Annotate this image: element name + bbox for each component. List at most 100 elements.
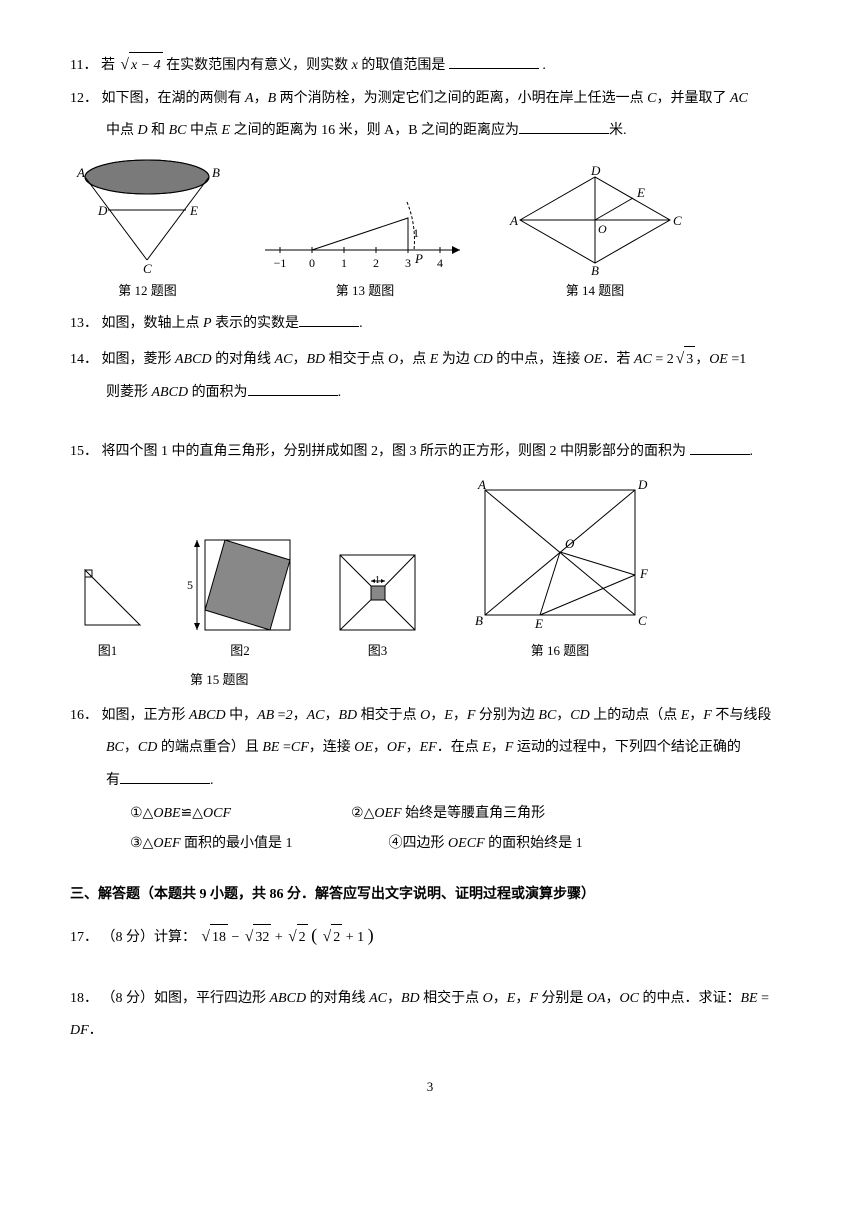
svg-text:D: D xyxy=(637,477,648,492)
q17: 17． （8 分）计算： 18 − 32 + 2 ( 2 + 1 ) xyxy=(70,918,790,953)
svg-text:5: 5 xyxy=(187,578,193,592)
q14-blank xyxy=(248,382,338,396)
q17-lp: ( xyxy=(311,925,317,945)
q18-t2: ， xyxy=(387,991,401,1006)
q11: 11． 若 x − 4 在实数范围内有意义，则实数 x 的取值范围是 . xyxy=(70,50,790,80)
q18-F: F xyxy=(529,991,538,1006)
q18-AC: AC xyxy=(369,991,387,1006)
q18: 18． （8 分）如图，平行四边形 ABCD 的对角线 AC，BD 相交于点 O… xyxy=(70,986,790,1013)
q16-two: 2 xyxy=(286,708,293,723)
q14-BD: BD xyxy=(306,352,325,367)
fig15-2-svg: 5 xyxy=(185,535,295,635)
q12-E: E xyxy=(222,123,231,138)
fig13: −1 0 1 2 3 4 1 P 第 13 题图 xyxy=(255,185,475,304)
q12-c1: ， xyxy=(254,91,268,106)
fig12-svg: A B D E C xyxy=(70,155,225,275)
fig15-3: 1 图3 xyxy=(335,550,420,664)
q16-l2t1: ， xyxy=(124,740,138,755)
fig15-3-svg: 1 xyxy=(335,550,420,635)
q15-num: 15． xyxy=(70,444,98,459)
q14-t4: ，点 xyxy=(398,352,430,367)
svg-text:F: F xyxy=(639,566,649,581)
svg-text:C: C xyxy=(673,213,682,228)
fig15-1: 图1 xyxy=(70,560,145,664)
svg-text:1: 1 xyxy=(341,256,347,270)
q11-t2: 在实数范围内有意义，则实数 xyxy=(166,58,352,73)
o3b: OEF xyxy=(153,836,180,851)
q17-plus1: + 1 xyxy=(346,930,364,945)
sqrt-32-icon: 32 xyxy=(243,922,271,952)
q16-BE: BE xyxy=(262,740,279,755)
q16-num: 16． xyxy=(70,708,98,723)
q16-E3: E xyxy=(482,740,491,755)
q16-t6: ， xyxy=(453,708,467,723)
q14-line2: 则菱形 ABCD 的面积为. xyxy=(70,380,790,407)
q14-t6: 的中点，连接 xyxy=(493,352,584,367)
q16-O: O xyxy=(420,708,430,723)
svg-text:E: E xyxy=(189,203,198,218)
q18-t9: ． xyxy=(89,1023,103,1038)
o2a: ②△ xyxy=(351,806,374,821)
svg-text:D: D xyxy=(97,203,108,218)
q18-t1: 的对角线 xyxy=(306,991,369,1006)
q14-t7: ．若 xyxy=(602,352,634,367)
fig15-3-cap: 图3 xyxy=(335,639,420,664)
q14-ACeq: AC xyxy=(634,352,652,367)
q12-l2c: 中点 xyxy=(187,123,222,138)
q13-t3: . xyxy=(359,316,363,331)
q13-t1: 如图，数轴上点 xyxy=(102,316,204,331)
fig16: A D B C O E F 第 16 题图 xyxy=(460,475,660,664)
sqrt-2b-icon: 2 xyxy=(321,922,342,952)
q18-t8: 的中点．求证： xyxy=(639,991,741,1006)
q16-t2: ， xyxy=(293,708,307,723)
q17-r18: 18 xyxy=(210,924,228,952)
o2b: OEF xyxy=(374,806,401,821)
q12-num: 12． xyxy=(70,91,98,106)
svg-text:2: 2 xyxy=(373,256,379,270)
q12-blank xyxy=(519,120,609,134)
svg-text:B: B xyxy=(212,165,220,180)
sqrt-icon-3: 3 xyxy=(674,344,695,374)
svg-text:B: B xyxy=(475,613,483,628)
q14-AC: AC xyxy=(275,352,293,367)
q16-l2t2: 的端点重合）且 xyxy=(157,740,262,755)
q16-opt1: ①△OBE≌△OCF xyxy=(130,801,231,828)
q17-plus: + xyxy=(275,930,286,945)
sqrt-icon: x − 4 xyxy=(118,50,162,80)
figs-row-2: 图1 5 图2 1 图3 xyxy=(70,475,790,664)
section-3-heading: 三、解答题（本题共 9 小题，共 86 分．解答应写出文字说明、证明过程或演算步… xyxy=(70,882,790,909)
fig16-cap: 第 16 题图 xyxy=(460,639,660,664)
q16-EF2: EF xyxy=(420,740,437,755)
q15: 15． 将四个图 1 中的直角三角形，分别拼成如图 2，图 3 所示的正方形，则… xyxy=(70,439,790,466)
q16-OE2: OE xyxy=(354,740,373,755)
q16-t9: 上的动点（点 xyxy=(590,708,681,723)
q15-t1: 将四个图 1 中的直角三角形，分别拼成如图 2，图 3 所示的正方形，则图 2 … xyxy=(102,444,690,459)
fig15-2-cap: 图2 xyxy=(185,639,295,664)
q14-OE: OE xyxy=(584,352,603,367)
q16-t4: 相交于点 xyxy=(357,708,420,723)
q16-l1: 如图，正方形 xyxy=(102,708,190,723)
q16-l2eq: = xyxy=(279,740,290,755)
svg-text:C: C xyxy=(143,261,152,275)
q16-l2a: BC xyxy=(106,740,124,755)
q16-F2: F xyxy=(703,708,712,723)
sqrt-18-icon: 18 xyxy=(200,922,228,952)
q11-t3: 的取值范围是 xyxy=(361,58,445,73)
q16-l2t4: ， xyxy=(373,740,387,755)
q16-AB: AB xyxy=(257,708,274,723)
q14-t9: . xyxy=(338,385,342,400)
q12: 12． 如下图，在湖的两侧有 A，B 两个消防栓，为测定它们之间的距离，小明在岸… xyxy=(70,86,790,113)
q17-minus: − xyxy=(231,930,242,945)
q18-O: O xyxy=(483,991,493,1006)
q16-l2t7: ， xyxy=(491,740,505,755)
q14-l2a: 则菱形 xyxy=(106,385,152,400)
q11-blank xyxy=(449,55,539,69)
q18-t5: ， xyxy=(515,991,529,1006)
q11-num: 11． xyxy=(70,58,97,73)
q14-t1: 如图，菱形 xyxy=(102,352,176,367)
q16-l2b: CD xyxy=(138,740,157,755)
q16-t10: ， xyxy=(689,708,703,723)
q11-t1: 若 xyxy=(101,58,115,73)
svg-text:P: P xyxy=(414,251,423,266)
q15-t2: . xyxy=(750,444,754,459)
